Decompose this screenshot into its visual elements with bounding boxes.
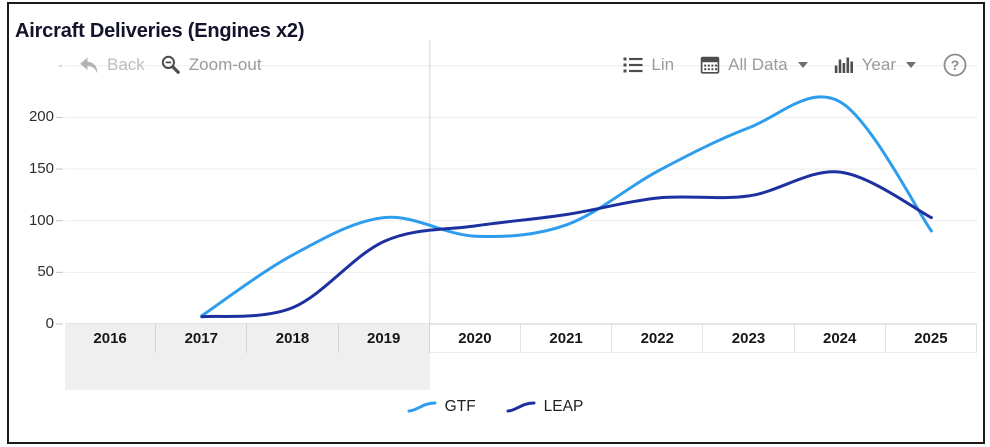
toolbar-dash: - <box>58 56 63 74</box>
legend-item-gtf[interactable]: GTF <box>407 398 476 416</box>
all-data-label: All Data <box>728 55 788 74</box>
chart-toolbar: - Back Zoom-out <box>58 51 968 79</box>
x-axis-year-2016[interactable]: 2016 <box>65 324 157 353</box>
y-tick-label-50: 50 <box>37 263 54 281</box>
x-axis-year-2021[interactable]: 2021 <box>521 324 613 353</box>
zoom-out-label: Zoom-out <box>188 55 262 74</box>
bar-chart-icon <box>834 57 853 73</box>
toolbar-right-group: Lin All Data <box>623 52 968 78</box>
legend: GTF LEAP <box>0 398 990 416</box>
linear-scale-label: Lin <box>651 55 675 74</box>
chevron-down-icon <box>906 62 916 68</box>
gtf-line-swatch <box>407 401 437 413</box>
gtf-line[interactable] <box>200 95 933 318</box>
list-icon <box>623 57 643 73</box>
help-button[interactable]: ? <box>942 52 968 78</box>
year-unit-button[interactable]: Year <box>834 55 916 75</box>
linear-scale-button[interactable]: Lin <box>623 55 674 75</box>
leap-line-swatch <box>506 401 536 413</box>
legend-label-leap: LEAP <box>543 398 584 415</box>
x-axis-year-2018[interactable]: 2018 <box>247 324 339 353</box>
toolbar-left-group: - Back Zoom-out <box>58 55 262 75</box>
time-axis-shaded-region <box>65 324 430 390</box>
x-axis-year-2019[interactable]: 2019 <box>339 324 430 353</box>
chevron-down-icon <box>797 62 808 68</box>
legend-item-leap[interactable]: LEAP <box>506 398 584 416</box>
x-axis-year-2025[interactable]: 2025 <box>885 324 977 353</box>
y-tick-label-200: 200 <box>28 108 54 126</box>
zoom-out-button[interactable]: Zoom-out <box>161 55 262 75</box>
y-tick-label-0: 0 <box>45 315 54 332</box>
undo-arrow-icon <box>80 57 98 73</box>
x-axis-year-2023[interactable]: 2023 <box>703 324 795 353</box>
x-axis-year-2017[interactable]: 2017 <box>156 324 248 353</box>
svg-text:?: ? <box>951 57 960 73</box>
x-axis-year-2022[interactable]: 2022 <box>612 324 704 353</box>
y-tick-label-100: 100 <box>28 211 54 229</box>
legend-label-gtf: GTF <box>444 398 476 415</box>
x-axis-year-2020[interactable]: 2020 <box>429 324 521 353</box>
calendar-icon <box>700 56 720 74</box>
page-title: Aircraft Deliveries (Engines x2) <box>15 20 305 43</box>
back-label: Back <box>107 55 145 74</box>
x-axis-year-2024[interactable]: 2024 <box>794 324 886 353</box>
all-data-button[interactable]: All Data <box>700 55 808 75</box>
question-circle-icon: ? <box>943 53 967 77</box>
back-button[interactable]: Back <box>79 55 145 75</box>
magnifier-minus-icon <box>161 55 180 74</box>
y-tick-label-150: 150 <box>28 160 54 178</box>
year-unit-label: Year <box>861 55 896 74</box>
leap-line[interactable] <box>200 170 933 319</box>
